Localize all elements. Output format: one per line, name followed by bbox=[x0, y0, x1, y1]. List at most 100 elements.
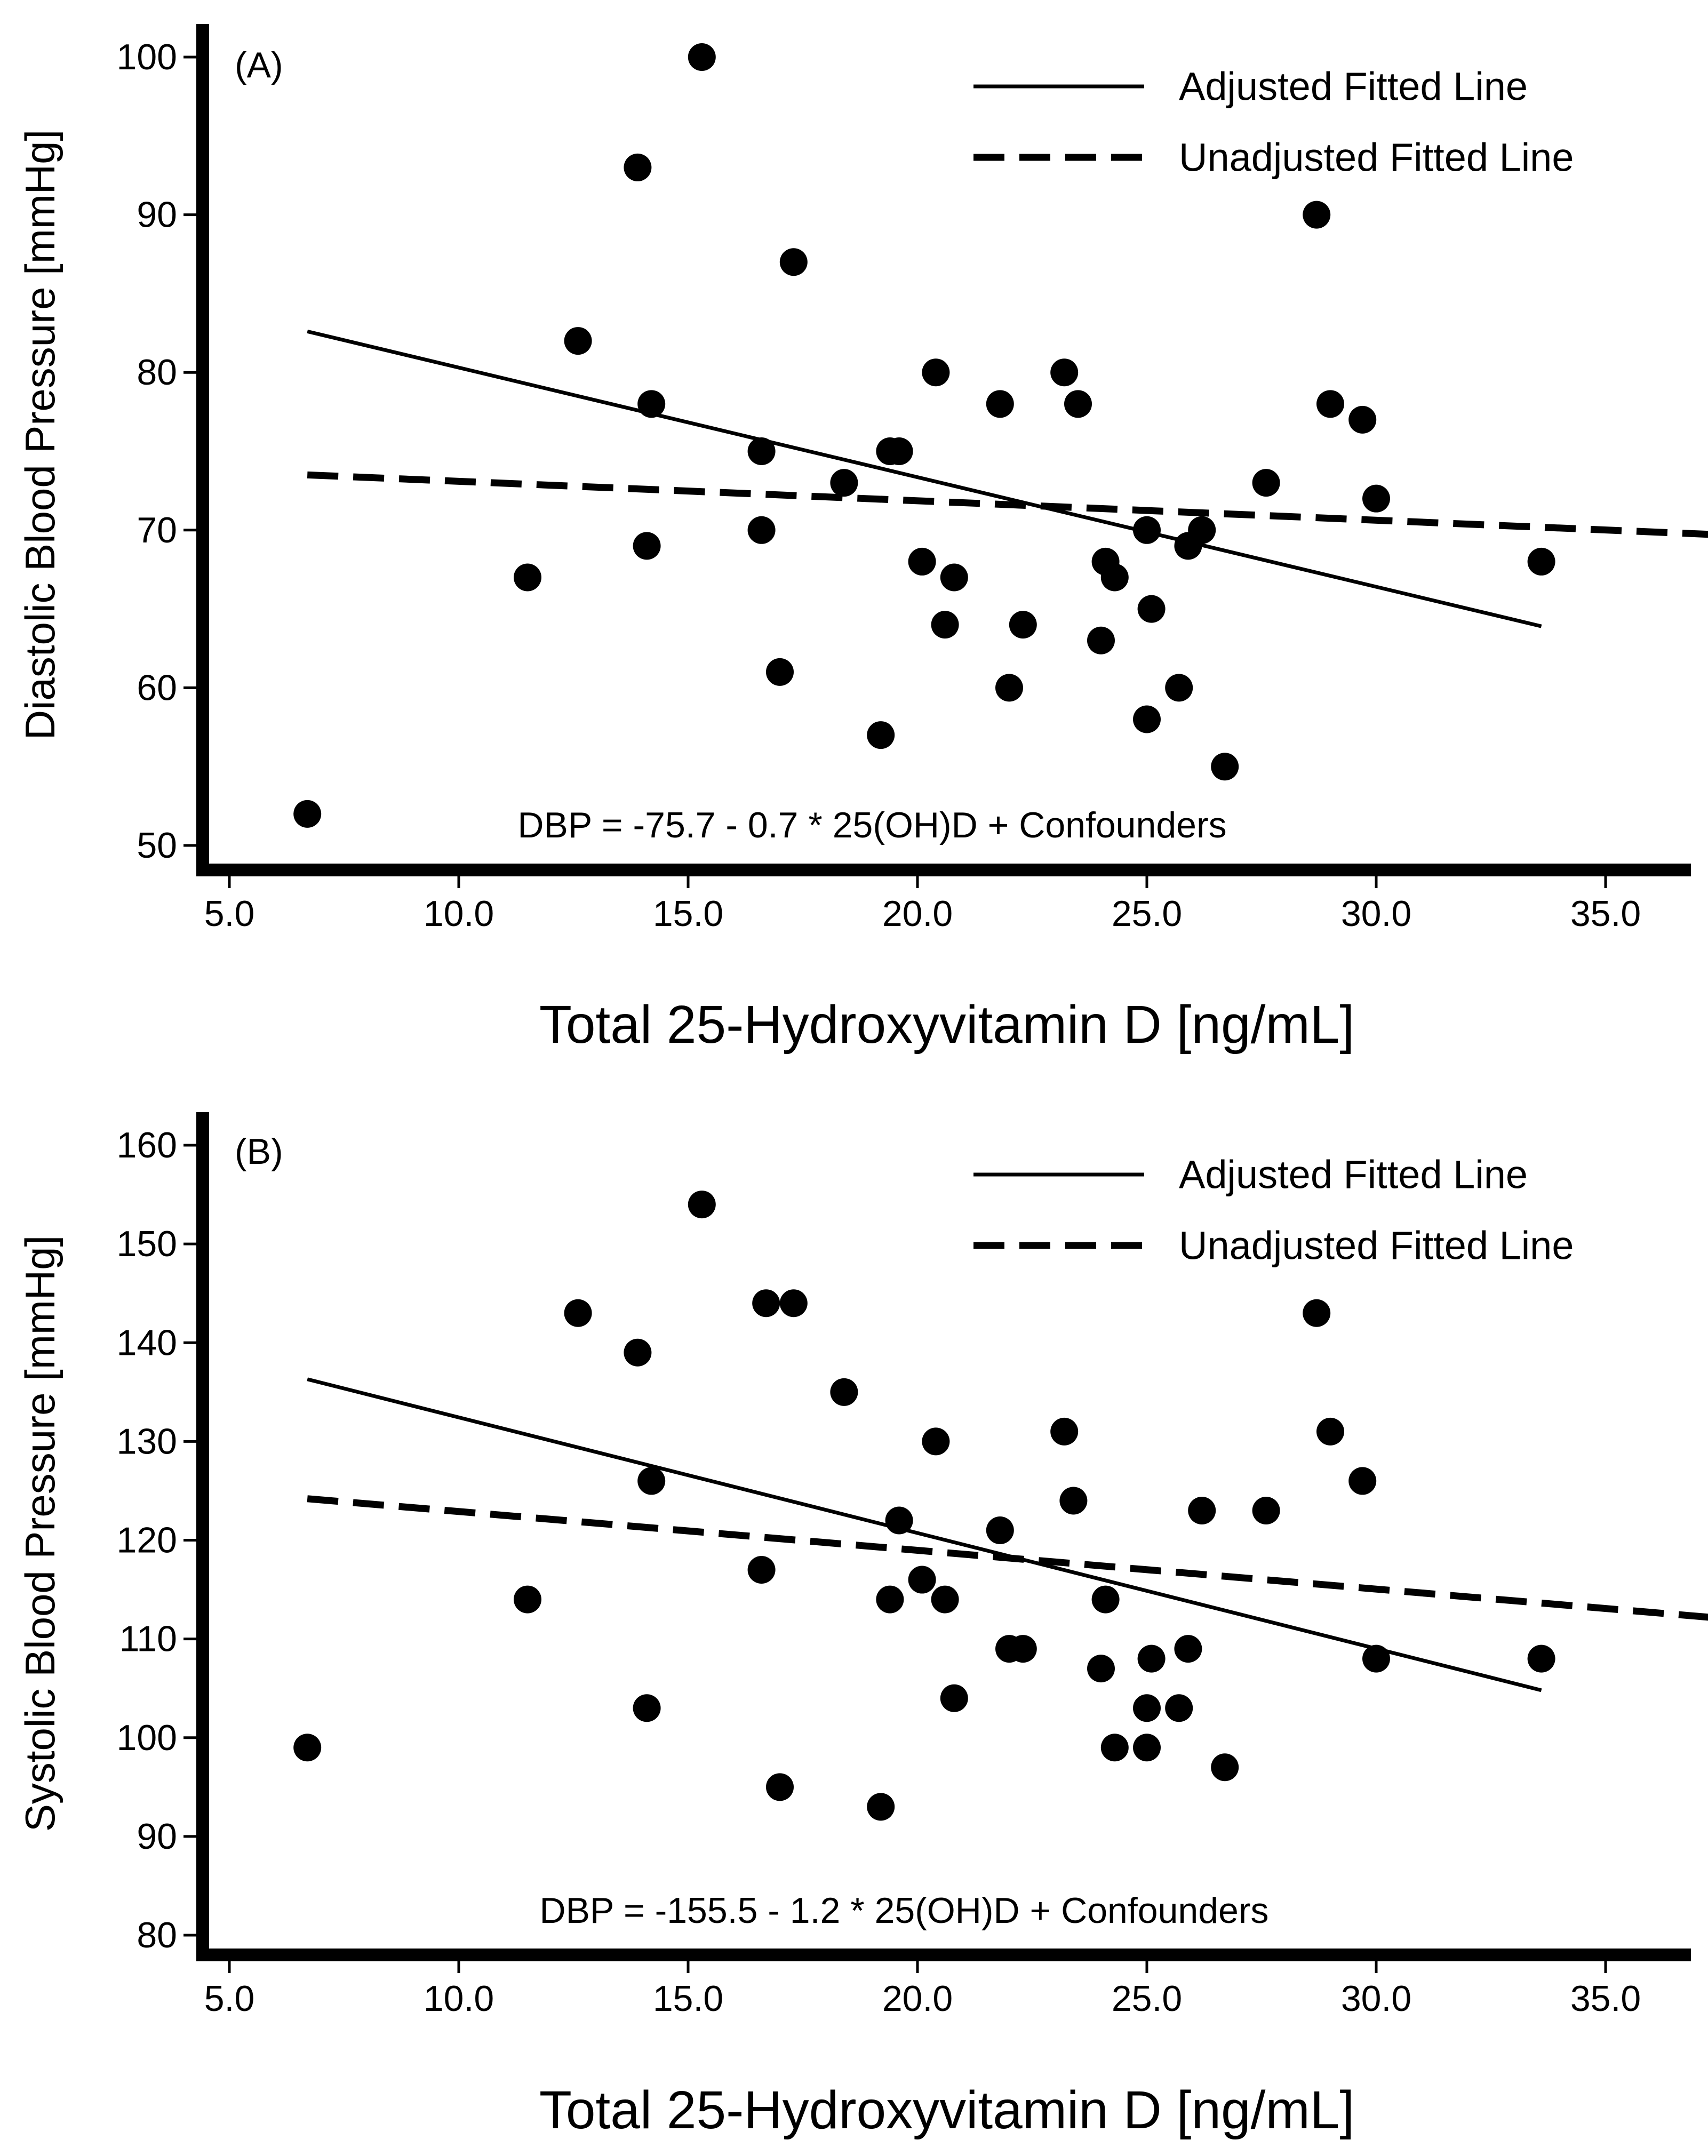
panel-a-x-ticks: 5.0 10.0 15.0 20.0 25.0 30.0 35.0 bbox=[204, 876, 1641, 934]
data-point bbox=[637, 1467, 666, 1495]
data-point bbox=[624, 153, 652, 181]
panel-a-x-axis-title: Total 25-Hydroxyvitamin D [ng/mL] bbox=[539, 995, 1354, 1055]
panel-b-systolic-chart: 80 90 100 110 120 130 140 150 160 5.0 10… bbox=[17, 1112, 1708, 2140]
data-point bbox=[1188, 1496, 1216, 1524]
y-tick-label: 110 bbox=[119, 1619, 177, 1659]
data-point bbox=[1087, 626, 1115, 654]
data-point bbox=[940, 1684, 968, 1712]
data-point bbox=[1165, 1694, 1193, 1722]
y-tick-label: 80 bbox=[137, 352, 177, 393]
data-point bbox=[514, 1585, 541, 1614]
x-tick-label: 20.0 bbox=[882, 1978, 953, 2019]
y-tick-label: 90 bbox=[137, 1816, 177, 1857]
x-tick-label: 10.0 bbox=[424, 893, 494, 934]
data-point bbox=[1133, 705, 1161, 733]
data-point bbox=[1316, 1417, 1344, 1446]
data-point bbox=[1303, 1299, 1331, 1327]
panel-b-x-axis-title: Total 25-Hydroxyvitamin D [ng/mL] bbox=[539, 2080, 1354, 2140]
x-tick-label: 10.0 bbox=[424, 1978, 494, 2019]
panel-b-y-ticks: 80 90 100 110 120 130 140 150 160 bbox=[117, 1125, 196, 1955]
data-point bbox=[1165, 674, 1193, 702]
data-point bbox=[752, 1289, 780, 1317]
y-tick-label: 50 bbox=[137, 825, 177, 866]
data-point bbox=[867, 721, 895, 749]
legend-adjusted-label: Adjusted Fitted Line bbox=[1179, 65, 1528, 109]
x-tick-label: 15.0 bbox=[653, 1978, 723, 2019]
panel-b-data-points bbox=[293, 1191, 1555, 1821]
data-point bbox=[1252, 469, 1280, 497]
panel-b-x-ticks: 5.0 10.0 15.0 20.0 25.0 30.0 35.0 bbox=[204, 1961, 1641, 2019]
panel-a-label: (A) bbox=[235, 45, 283, 85]
data-point bbox=[1252, 1496, 1280, 1524]
data-point bbox=[766, 1773, 794, 1801]
data-point bbox=[830, 469, 858, 497]
data-point bbox=[908, 1566, 936, 1594]
legend-unadjusted-label: Unadjusted Fitted Line bbox=[1179, 135, 1574, 180]
y-tick-label: 150 bbox=[117, 1224, 177, 1264]
y-tick-label: 100 bbox=[117, 1718, 177, 1758]
x-tick-label: 20.0 bbox=[882, 893, 953, 934]
y-tick-label: 100 bbox=[117, 37, 177, 77]
data-point bbox=[624, 1338, 652, 1367]
data-point bbox=[747, 516, 776, 544]
data-point bbox=[1527, 1644, 1555, 1673]
data-point bbox=[922, 358, 950, 387]
x-tick-label: 35.0 bbox=[1570, 893, 1641, 934]
y-tick-label: 60 bbox=[137, 667, 177, 708]
y-tick-label: 70 bbox=[137, 510, 177, 550]
panel-b-label: (B) bbox=[235, 1131, 283, 1172]
y-tick-label: 130 bbox=[117, 1421, 177, 1462]
data-point bbox=[1188, 516, 1216, 544]
data-point bbox=[747, 437, 776, 465]
y-tick-label: 80 bbox=[137, 1915, 177, 1955]
panel-b-legend: Adjusted Fitted Line Unadjusted Fitted L… bbox=[973, 1153, 1574, 1268]
data-point bbox=[940, 563, 968, 592]
panel-a-equation: DBP = -75.7 - 0.7 * 25(OH)D + Confounder… bbox=[517, 805, 1226, 845]
data-point bbox=[1059, 1487, 1088, 1515]
data-point bbox=[564, 327, 592, 355]
unadjusted-fitted-line bbox=[307, 471, 1708, 538]
data-point bbox=[876, 1585, 904, 1614]
data-point bbox=[293, 1734, 322, 1762]
data-point bbox=[293, 800, 322, 828]
data-point bbox=[688, 43, 716, 71]
data-point bbox=[1091, 1585, 1120, 1614]
x-tick-label: 5.0 bbox=[204, 893, 255, 934]
data-point bbox=[931, 611, 959, 639]
data-point bbox=[688, 1191, 716, 1219]
panel-a-y-axis-title: Diastolic Blood Pressure [mmHg] bbox=[17, 130, 63, 740]
panel-a-diastolic-chart: 50 60 70 80 90 100 5.0 10.0 15.0 20.0 25… bbox=[17, 24, 1708, 1055]
data-point bbox=[1137, 1644, 1166, 1673]
x-tick-label: 35.0 bbox=[1570, 1978, 1641, 2019]
x-tick-label: 30.0 bbox=[1341, 893, 1411, 934]
data-point bbox=[1133, 1734, 1161, 1762]
data-point bbox=[1100, 1734, 1129, 1762]
legend-unadjusted-label: Unadjusted Fitted Line bbox=[1179, 1224, 1574, 1268]
data-point bbox=[1009, 1635, 1037, 1663]
x-tick-label: 15.0 bbox=[653, 893, 723, 934]
y-tick-label: 160 bbox=[117, 1125, 177, 1165]
x-tick-label: 30.0 bbox=[1341, 1978, 1411, 2019]
data-point bbox=[564, 1299, 592, 1327]
data-point bbox=[1527, 547, 1555, 576]
panel-a-data-points bbox=[293, 43, 1555, 828]
y-tick-label: 90 bbox=[137, 195, 177, 235]
data-point bbox=[830, 1378, 858, 1406]
data-point bbox=[1050, 358, 1079, 387]
y-tick-label: 140 bbox=[117, 1322, 177, 1363]
y-tick-label: 120 bbox=[117, 1520, 177, 1561]
data-point bbox=[1137, 595, 1166, 623]
panel-b-y-axis-title: Systolic Blood Pressure [mmHg] bbox=[17, 1235, 63, 1832]
data-point bbox=[995, 674, 1023, 702]
data-point bbox=[1303, 201, 1331, 229]
data-point bbox=[885, 437, 913, 465]
unadjusted-fitted-line bbox=[307, 1495, 1708, 1621]
data-point bbox=[931, 1585, 959, 1614]
data-point bbox=[779, 248, 808, 276]
data-point bbox=[867, 1793, 895, 1821]
data-point bbox=[1211, 1753, 1239, 1782]
data-point bbox=[747, 1556, 776, 1584]
adjusted-fitted-line bbox=[307, 1377, 1542, 1692]
data-point bbox=[922, 1427, 950, 1456]
data-point bbox=[766, 658, 794, 686]
